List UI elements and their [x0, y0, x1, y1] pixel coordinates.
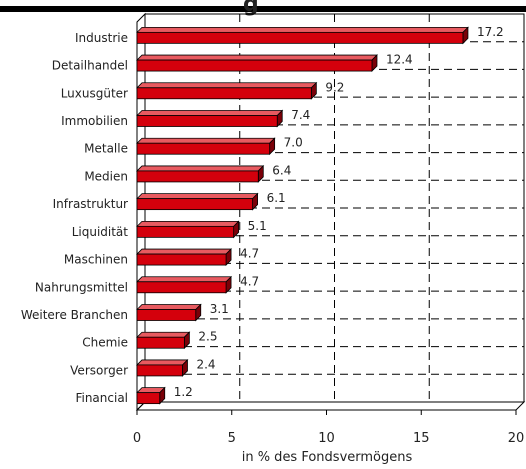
x-axis-label: in % des Fondsvermögens — [242, 450, 413, 464]
bar — [136, 303, 202, 322]
bar — [136, 248, 233, 267]
bar-top — [136, 220, 240, 227]
bar-top — [136, 331, 191, 338]
bar — [136, 81, 318, 100]
bar-front — [136, 253, 227, 266]
bar-top — [136, 137, 276, 144]
bar — [136, 109, 284, 128]
category-label: Financial — [75, 391, 128, 405]
category-label: Versorger — [70, 363, 128, 377]
value-labels: 17.2 12.4 9.2 7.4 7.0 6.4 6.15.1 4.7 4.7 3.1 2.5 2.… — [174, 25, 504, 399]
bar-top — [136, 110, 284, 116]
bar-top — [136, 165, 265, 172]
x-tick-label: 5 — [228, 431, 236, 446]
x-tick-label: 15 — [413, 431, 430, 446]
bar — [136, 137, 276, 156]
bar — [136, 358, 189, 377]
x-tick-label: 20 — [508, 431, 525, 446]
bar — [136, 220, 240, 239]
bar-top — [136, 276, 233, 283]
category-label: Maschinen — [64, 253, 128, 267]
bar — [136, 192, 259, 211]
category-label: Medien — [84, 169, 128, 183]
left-wall — [136, 12, 146, 412]
bar — [136, 54, 378, 73]
chart-title-fragment: g — [243, 0, 259, 17]
x-tick-label: 10 — [318, 431, 335, 446]
bar-front — [136, 170, 259, 183]
category-label: Weitere Branchen — [21, 308, 128, 322]
value-label: 6.1 — [267, 191, 286, 205]
bar-front — [136, 392, 161, 405]
bar-top — [136, 193, 259, 200]
category-label: Liquidität — [72, 225, 129, 239]
bar-front — [136, 336, 185, 349]
category-labels: Industrie Detailhandel Luxusgüter Immobilie… — [21, 31, 128, 405]
bar-front — [136, 309, 197, 321]
category-label: Nahrungsmittel — [35, 280, 128, 294]
bar — [136, 26, 469, 45]
bar — [136, 331, 191, 350]
value-label: 2.4 — [196, 357, 215, 371]
value-label: 5.1 — [248, 219, 267, 233]
bar — [136, 164, 265, 183]
bar-front — [136, 115, 278, 127]
value-label: 17.2 — [477, 25, 504, 39]
x-axis: 0 5 10 15 20 — [133, 410, 524, 446]
bar-front — [136, 225, 235, 238]
value-label: 7.0 — [284, 136, 303, 150]
category-label: Chemie — [82, 336, 128, 350]
value-label: 6.4 — [272, 163, 291, 177]
plot-walls — [135, 12, 526, 412]
bars-group — [136, 26, 469, 405]
value-label: 3.1 — [210, 302, 229, 316]
floor — [135, 401, 526, 411]
value-label: 2.5 — [198, 330, 217, 344]
bar-front — [136, 198, 253, 211]
x-tick-label: 0 — [133, 431, 141, 446]
bar-front — [136, 31, 464, 44]
bar — [136, 275, 233, 294]
value-label: 12.4 — [386, 53, 413, 67]
category-label: Industrie — [75, 31, 128, 45]
bar-top — [136, 248, 233, 255]
bar-top — [136, 359, 189, 366]
bar-top — [136, 26, 469, 33]
value-label: 4.7 — [240, 274, 259, 288]
bar-top — [136, 54, 378, 61]
value-label: 7.4 — [291, 108, 310, 122]
bar-front — [136, 142, 271, 155]
value-label: 4.7 — [240, 247, 259, 261]
bar-front — [136, 87, 312, 100]
category-label: Metalle — [84, 142, 128, 156]
value-label: 9.2 — [325, 80, 344, 94]
bar-front — [136, 364, 183, 377]
value-label: 1.2 — [174, 385, 193, 399]
category-label: Detailhandel — [52, 59, 128, 73]
bar — [136, 386, 166, 405]
title-bar-line — [0, 6, 526, 12]
bar-front — [136, 281, 227, 294]
bar-top — [136, 82, 318, 89]
category-label: Infrastruktur — [53, 197, 128, 211]
bar-top — [136, 304, 202, 310]
bar-front — [136, 59, 373, 72]
category-label: Luxusgüter — [61, 86, 128, 100]
category-label: Immobilien — [61, 114, 128, 128]
